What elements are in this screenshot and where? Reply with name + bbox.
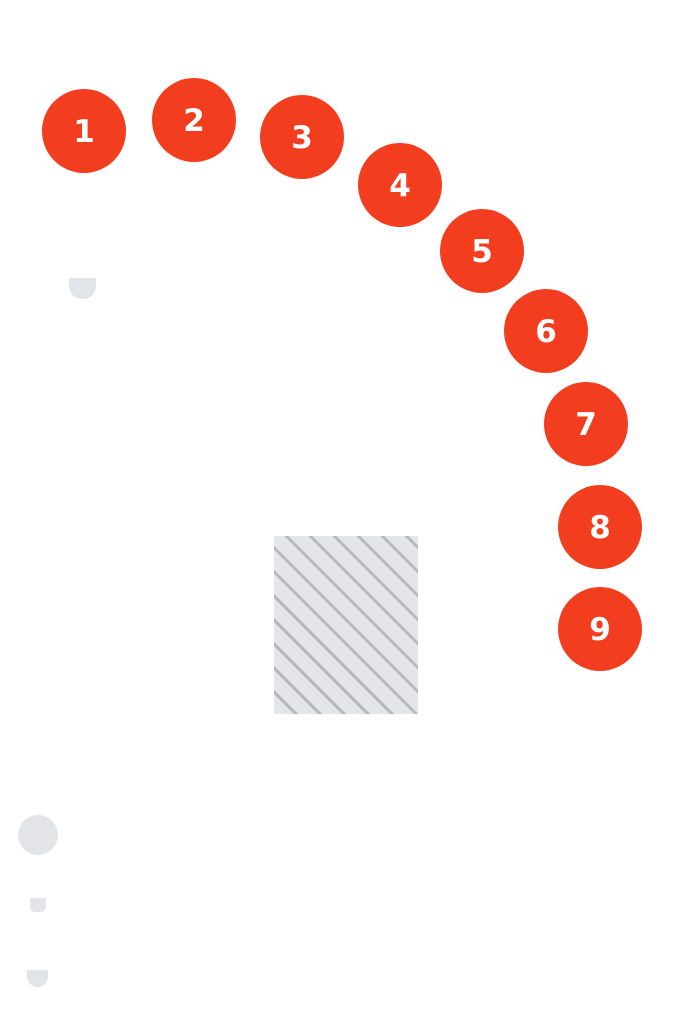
marker-9[interactable]: 9: [558, 587, 642, 671]
marker-label: 9: [589, 611, 611, 648]
marker-6[interactable]: 6: [504, 289, 588, 373]
circle-shape-icon: [18, 815, 58, 855]
marker-4[interactable]: 4: [358, 143, 442, 227]
marker-7[interactable]: 7: [544, 382, 628, 466]
cup-shape-icon: [69, 278, 96, 299]
marker-1[interactable]: 1: [42, 89, 126, 173]
marker-label: 7: [575, 406, 597, 443]
marker-label: 6: [535, 313, 557, 350]
marker-5[interactable]: 5: [440, 209, 524, 293]
small-tab-shape-icon: [30, 898, 46, 912]
marker-label: 8: [589, 509, 611, 546]
marker-label: 1: [73, 113, 95, 150]
marker-label: 3: [291, 119, 313, 156]
marker-label: 4: [389, 167, 411, 204]
marker-label: 5: [471, 233, 493, 270]
marker-8[interactable]: 8: [558, 485, 642, 569]
cup-shape-icon: [27, 970, 48, 987]
marker-label: 2: [183, 102, 205, 139]
marker-2[interactable]: 2: [152, 78, 236, 162]
marker-3[interactable]: 3: [260, 95, 344, 179]
hatched-placeholder-image: [274, 536, 418, 714]
